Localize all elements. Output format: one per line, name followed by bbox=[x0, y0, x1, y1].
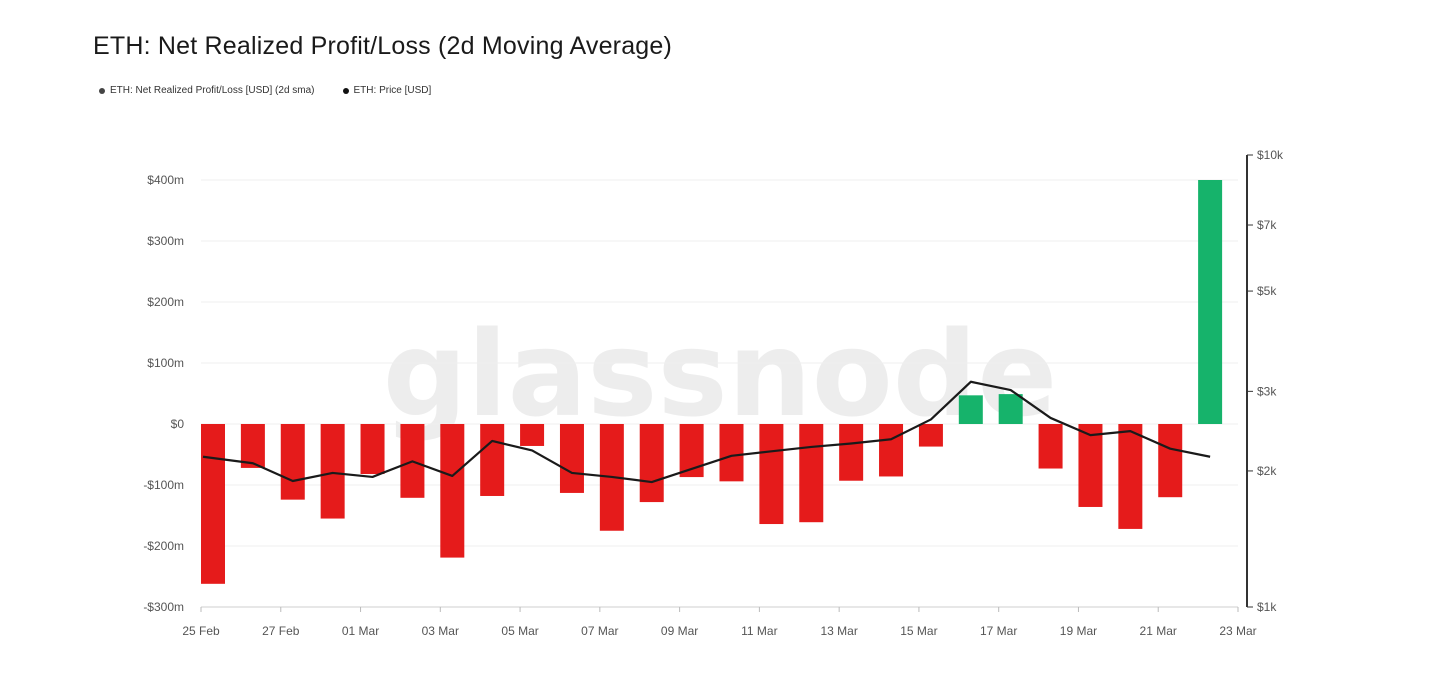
legend-dot-icon bbox=[342, 87, 349, 94]
x-tick-label: 13 Mar bbox=[820, 624, 857, 638]
y-right-tick-label: $3k bbox=[1257, 384, 1277, 398]
x-tick-label: 23 Mar bbox=[1219, 624, 1256, 638]
bar bbox=[958, 395, 983, 424]
y-left-tick-label: $200m bbox=[147, 295, 184, 309]
y-left-tick-label: -$300m bbox=[143, 600, 184, 614]
bar-series bbox=[201, 180, 1223, 584]
bar bbox=[639, 424, 664, 503]
y-right-tick-label: $7k bbox=[1257, 218, 1277, 232]
x-tick-label: 19 Mar bbox=[1060, 624, 1097, 638]
y-right-tick-label: $2k bbox=[1257, 464, 1277, 478]
x-tick-label: 05 Mar bbox=[501, 624, 538, 638]
bar bbox=[240, 424, 265, 468]
legend-label-profit-loss: ETH: Net Realized Profit/Loss [USD] (2d … bbox=[110, 85, 315, 96]
price-line-series bbox=[202, 380, 1211, 484]
x-tick-label: 01 Mar bbox=[342, 624, 379, 638]
chart-title: ETH: Net Realized Profit/Loss (2d Moving… bbox=[93, 32, 673, 60]
axes: $400m $300m $200m $100m $0 -$100m -$200m -$300m… bbox=[143, 148, 1284, 638]
bar bbox=[1198, 180, 1223, 424]
y-left-tick-label: -$200m bbox=[143, 539, 184, 553]
bar bbox=[280, 424, 305, 500]
y-left-tick-label: $400m bbox=[147, 173, 184, 187]
bar bbox=[759, 424, 784, 525]
bar bbox=[1158, 424, 1183, 498]
y-right-tick-label: $5k bbox=[1257, 284, 1277, 298]
bar bbox=[799, 424, 824, 523]
x-tick-label: 09 Mar bbox=[661, 624, 698, 638]
watermark: glassnode bbox=[383, 305, 1058, 443]
bar bbox=[360, 424, 385, 475]
legend: ETH: Net Realized Profit/Loss [USD] (2d … bbox=[99, 85, 431, 96]
y-right-tick-label: $1k bbox=[1257, 600, 1277, 614]
price-line bbox=[202, 380, 1211, 484]
bar bbox=[879, 424, 904, 477]
legend-label-price: ETH: Price [USD] bbox=[353, 85, 432, 96]
y-left-tick-label: $300m bbox=[147, 234, 184, 248]
bar bbox=[839, 424, 864, 481]
x-tick-label: 27 Feb bbox=[262, 624, 300, 638]
bar bbox=[520, 424, 545, 446]
bar bbox=[998, 394, 1023, 424]
bar bbox=[719, 424, 744, 482]
bar bbox=[201, 424, 225, 584]
x-tick-label: 03 Mar bbox=[422, 624, 459, 638]
bar bbox=[559, 424, 584, 493]
bar bbox=[480, 424, 505, 496]
bar bbox=[320, 424, 345, 519]
x-tick-label: 21 Mar bbox=[1140, 624, 1177, 638]
y-left-tick-label: $100m bbox=[147, 356, 184, 370]
bar bbox=[1038, 424, 1063, 469]
y-left-tick-label: -$100m bbox=[143, 478, 184, 492]
x-tick-label: 25 Feb bbox=[182, 624, 220, 638]
x-tick-label: 17 Mar bbox=[980, 624, 1017, 638]
y-right-tick-label: $10k bbox=[1257, 148, 1284, 162]
bar bbox=[918, 424, 943, 447]
legend-item-profit-loss[interactable]: ETH: Net Realized Profit/Loss [USD] (2d … bbox=[99, 85, 315, 96]
x-tick-label: 15 Mar bbox=[900, 624, 937, 638]
bar bbox=[1118, 424, 1143, 529]
y-left-tick-label: $0 bbox=[171, 417, 185, 431]
x-tick-label: 07 Mar bbox=[581, 624, 618, 638]
bar bbox=[440, 424, 465, 558]
legend-item-price[interactable]: ETH: Price [USD] bbox=[342, 85, 432, 96]
x-tick-label: 11 Mar bbox=[741, 624, 777, 638]
bar bbox=[1078, 424, 1103, 507]
legend-dot-icon bbox=[99, 87, 105, 94]
